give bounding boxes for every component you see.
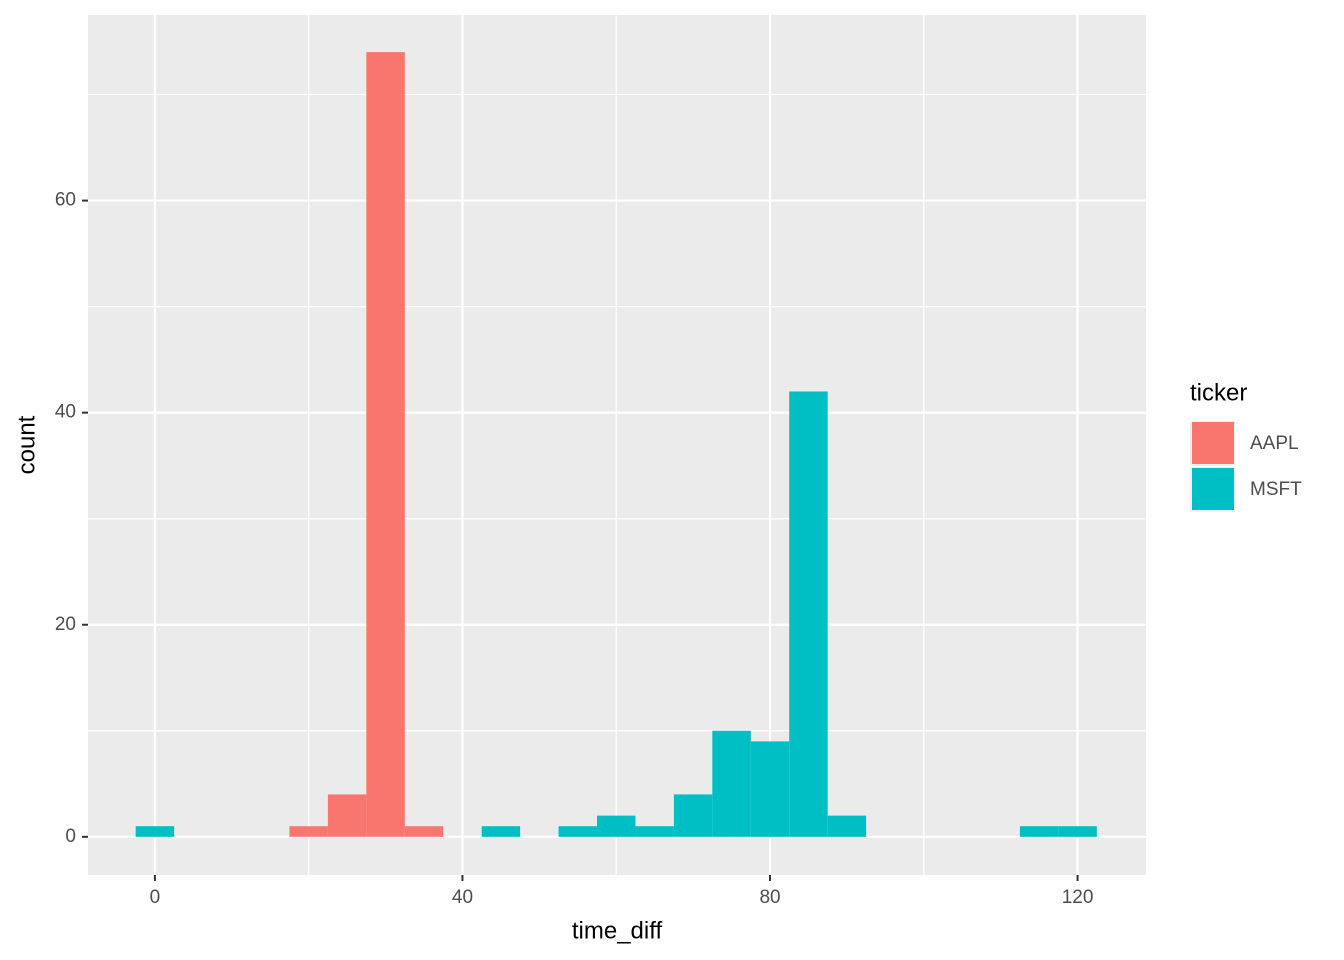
bar — [1019, 826, 1059, 837]
bars — [135, 52, 1097, 837]
panel — [88, 15, 1146, 875]
x-tick-label: 40 — [452, 887, 473, 908]
bar — [327, 794, 367, 837]
y-tick-label: 0 — [65, 826, 76, 847]
bar — [135, 826, 175, 837]
x-tick-label: 80 — [759, 887, 780, 908]
bar — [404, 826, 444, 837]
bar — [712, 730, 751, 837]
legend-swatch — [1192, 422, 1234, 464]
bar — [481, 826, 521, 837]
legend-title: ticker — [1190, 379, 1247, 406]
bar — [1058, 826, 1097, 837]
x-axis-title: time_diff — [572, 917, 663, 944]
bar — [558, 826, 598, 837]
bar — [635, 826, 674, 837]
y-tick-label: 60 — [55, 190, 76, 211]
legend: AAPL MSFT — [1190, 421, 1302, 512]
bar — [789, 391, 828, 837]
legend-label: MSFT — [1250, 479, 1302, 500]
y-tick-label: 20 — [55, 614, 76, 635]
bar — [673, 794, 713, 837]
x-tick-label: 120 — [1062, 887, 1094, 908]
y-axis-title: count — [13, 415, 40, 474]
x-tick-label: 0 — [150, 887, 161, 908]
axes: 0 40 80 120 0 20 40 60 — [55, 190, 1094, 908]
bar — [597, 815, 636, 837]
bar — [289, 826, 328, 837]
legend-label: AAPL — [1250, 433, 1299, 454]
y-tick-label: 40 — [55, 402, 76, 423]
bar — [750, 741, 790, 837]
legend-swatch — [1192, 468, 1234, 510]
bar — [366, 52, 405, 837]
bar — [827, 815, 867, 837]
